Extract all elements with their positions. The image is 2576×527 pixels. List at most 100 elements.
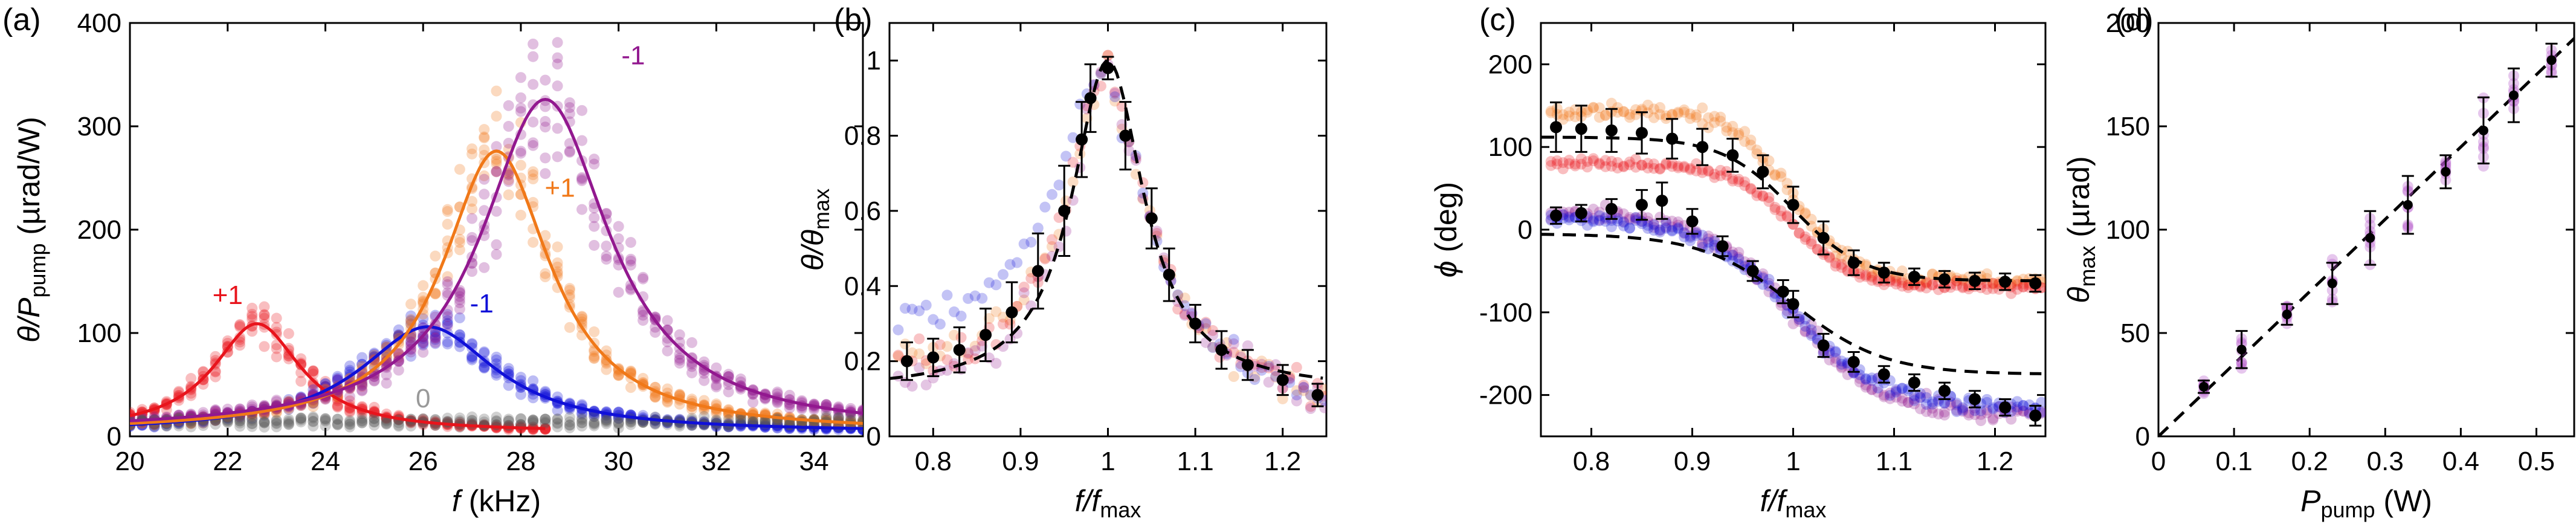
data-point: [1039, 201, 1051, 213]
data-point: [259, 416, 270, 428]
data-point: [479, 170, 490, 181]
data-point: [357, 413, 368, 424]
data-point: [491, 166, 502, 178]
data-point: [564, 102, 575, 113]
data-point: [247, 302, 258, 314]
data-point: [686, 337, 697, 348]
data-point: [1866, 270, 1877, 282]
data-point: [1800, 234, 1811, 245]
data-point: [857, 405, 863, 416]
data-point: [1102, 50, 1114, 61]
mean-point: [1686, 215, 1699, 228]
x-axis-label: Ppump (W): [2300, 484, 2432, 522]
data-point: [576, 417, 588, 428]
data-point: [2018, 281, 2029, 293]
data-point: [625, 253, 636, 265]
y-tick-label: 100: [2106, 215, 2150, 245]
data-point: [186, 390, 197, 401]
data-point: [1648, 163, 1660, 174]
data-point: [332, 418, 343, 430]
data-point: [990, 306, 1002, 317]
data-point: [1691, 158, 1702, 169]
data-point: [247, 413, 258, 424]
y-tick-label: 200: [77, 215, 121, 245]
data-point: [418, 313, 429, 325]
data-point: [1733, 128, 1745, 139]
data-point: [1587, 204, 1599, 215]
data-point: [344, 416, 355, 428]
data-point: [1545, 105, 1557, 117]
data-point: [259, 421, 270, 433]
data-point: [528, 140, 539, 151]
data-point: [1697, 164, 1708, 175]
data-point: [1667, 161, 1678, 172]
data-point: [576, 414, 588, 425]
series-annotation: +1: [213, 280, 243, 310]
data-point: [1957, 402, 1969, 413]
data-point: [479, 416, 490, 428]
mean-point: [2236, 344, 2247, 355]
data-point: [1987, 413, 1999, 424]
data-point: [1920, 277, 1932, 289]
x-tick-label: 20: [115, 447, 145, 476]
data-point: [576, 175, 588, 186]
data-point: [1679, 104, 1690, 115]
data-point: [1661, 158, 1672, 169]
data-point: [1697, 230, 1708, 241]
mean-point: [1817, 231, 1830, 244]
data-point: [1866, 384, 1877, 396]
data-point: [454, 164, 465, 175]
data-point: [589, 417, 600, 428]
data-point: [381, 355, 392, 367]
data-point: [601, 241, 612, 252]
data-point: [2012, 275, 2023, 286]
y-tick-label: 100: [1488, 132, 1532, 162]
data-point: [1866, 274, 1877, 286]
data-point: [1600, 213, 1611, 224]
data-point: [1612, 213, 1623, 224]
data-point: [1667, 109, 1678, 120]
data-point: [247, 415, 258, 426]
panel-label: (b): [834, 2, 873, 37]
data-point: [369, 401, 380, 413]
data-point: [454, 294, 465, 305]
data-point: [357, 417, 368, 428]
data-point: [308, 415, 319, 427]
data-point: [564, 283, 575, 294]
data-point: [503, 100, 514, 111]
data-point: [1902, 396, 1914, 408]
x-tick-label: 32: [702, 447, 731, 476]
data-point: [906, 347, 918, 358]
data-point: [1860, 373, 1871, 385]
data-point: [1896, 274, 1908, 286]
data-point: [1618, 216, 1629, 227]
data-point: [1667, 221, 1678, 233]
data-point: [430, 288, 441, 300]
data-point: [234, 415, 245, 427]
data-point: [454, 233, 465, 245]
data-point: [1890, 385, 1902, 396]
y-tick-label: 50: [2120, 318, 2150, 348]
data-point: [247, 418, 258, 430]
mean-point: [1908, 377, 1920, 389]
band-2-points: [1545, 199, 2045, 427]
data-point: [949, 306, 960, 318]
data-point: [1836, 262, 1847, 273]
data-point: [1920, 406, 1932, 418]
data-point: [1963, 409, 1975, 421]
data-point: [1624, 112, 1635, 123]
data-point: [576, 412, 588, 424]
mean-point: [2478, 125, 2488, 135]
data-point: [638, 373, 649, 384]
panel-c: 0.8 0.9 1 1.1 1.2 -200 -100 0 100 200 f/fmax ϕ (deg…: [1429, 2, 2047, 522]
data-point: [1727, 175, 1738, 187]
y-tick-label: 200: [2106, 8, 2150, 38]
data-point: [1636, 216, 1647, 227]
data-point: [1957, 403, 1969, 415]
data-point: [1667, 109, 1678, 121]
data-point: [845, 415, 856, 427]
x-axis-label: f (kHz): [452, 484, 541, 518]
data-point: [1025, 236, 1037, 248]
data-point: [540, 416, 551, 428]
data-point: [589, 418, 600, 430]
